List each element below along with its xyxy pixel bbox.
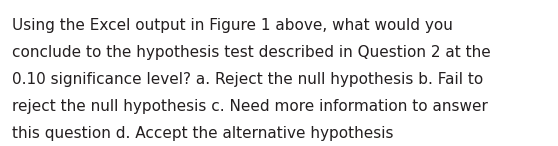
- Text: Using the Excel output in Figure 1 above, what would you: Using the Excel output in Figure 1 above…: [12, 18, 453, 33]
- Text: reject the null hypothesis c. Need more information to answer: reject the null hypothesis c. Need more …: [12, 99, 488, 114]
- Text: 0.10 significance level? a. Reject the null hypothesis b. Fail to: 0.10 significance level? a. Reject the n…: [12, 72, 484, 87]
- Text: conclude to the hypothesis test described in Question 2 at the: conclude to the hypothesis test describe…: [12, 45, 491, 60]
- Text: this question d. Accept the alternative hypothesis: this question d. Accept the alternative …: [12, 126, 394, 141]
